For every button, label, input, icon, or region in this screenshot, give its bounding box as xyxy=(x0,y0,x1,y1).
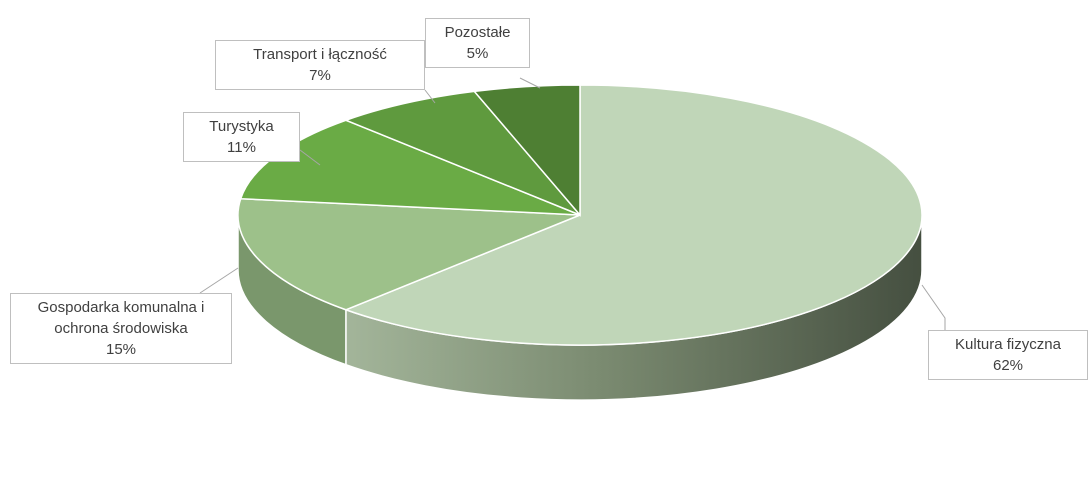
data-label: Transport i łączność 7% xyxy=(215,40,425,90)
pie-slice xyxy=(472,84,581,218)
leader-line xyxy=(199,267,239,294)
label-name: Kultura fizyczna xyxy=(955,336,1061,353)
data-label: Kultura fizyczna 62% xyxy=(928,330,1088,380)
label-name: Gospodarka komunalna i ochrona środowisk… xyxy=(37,299,205,337)
data-label: Pozostałe 5% xyxy=(425,18,530,68)
pie-slice xyxy=(343,90,581,216)
label-value: 11% xyxy=(227,139,256,156)
pie-slice xyxy=(237,197,581,311)
label-name: Pozostałe xyxy=(444,24,511,41)
label-value: 5% xyxy=(466,45,489,62)
data-label: Gospodarka komunalna i ochrona środowisk… xyxy=(10,293,232,364)
label-name: Turystyka xyxy=(209,118,274,135)
leader-line xyxy=(424,89,436,104)
label-value: 15% xyxy=(105,341,137,358)
leader-line xyxy=(299,149,321,166)
label-value: 7% xyxy=(309,67,331,84)
data-label: Turystyka 11% xyxy=(183,112,300,162)
label-name: Transport i łączność xyxy=(253,46,387,63)
leader-line xyxy=(921,284,946,330)
label-value: 62% xyxy=(992,357,1024,374)
leader-line xyxy=(519,77,541,89)
pie-slice xyxy=(343,84,923,346)
